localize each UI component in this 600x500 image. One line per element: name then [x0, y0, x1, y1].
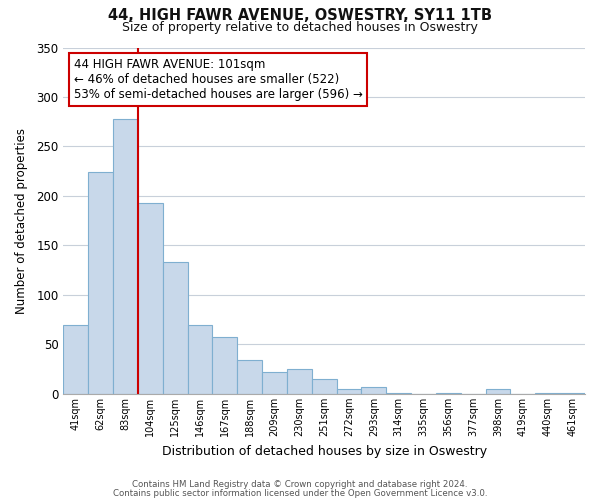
Text: Size of property relative to detached houses in Oswestry: Size of property relative to detached ho… — [122, 21, 478, 34]
Bar — [237, 360, 262, 394]
Bar — [138, 203, 163, 394]
Bar — [262, 372, 287, 394]
Text: Contains HM Land Registry data © Crown copyright and database right 2024.: Contains HM Land Registry data © Crown c… — [132, 480, 468, 489]
Bar — [88, 172, 113, 394]
Bar — [560, 393, 585, 394]
Bar — [485, 389, 511, 394]
Bar — [163, 262, 188, 394]
Bar — [287, 369, 312, 394]
Bar — [337, 389, 361, 394]
Text: 44, HIGH FAWR AVENUE, OSWESTRY, SY11 1TB: 44, HIGH FAWR AVENUE, OSWESTRY, SY11 1TB — [108, 8, 492, 22]
Bar — [64, 324, 88, 394]
Bar — [212, 338, 237, 394]
Bar — [535, 393, 560, 394]
Text: 44 HIGH FAWR AVENUE: 101sqm
← 46% of detached houses are smaller (522)
53% of se: 44 HIGH FAWR AVENUE: 101sqm ← 46% of det… — [74, 58, 363, 101]
Y-axis label: Number of detached properties: Number of detached properties — [15, 128, 28, 314]
Bar — [188, 324, 212, 394]
Text: Contains public sector information licensed under the Open Government Licence v3: Contains public sector information licen… — [113, 488, 487, 498]
X-axis label: Distribution of detached houses by size in Oswestry: Distribution of detached houses by size … — [161, 444, 487, 458]
Bar — [361, 387, 386, 394]
Bar — [312, 379, 337, 394]
Bar — [113, 119, 138, 394]
Bar — [436, 393, 461, 394]
Bar — [386, 393, 411, 394]
